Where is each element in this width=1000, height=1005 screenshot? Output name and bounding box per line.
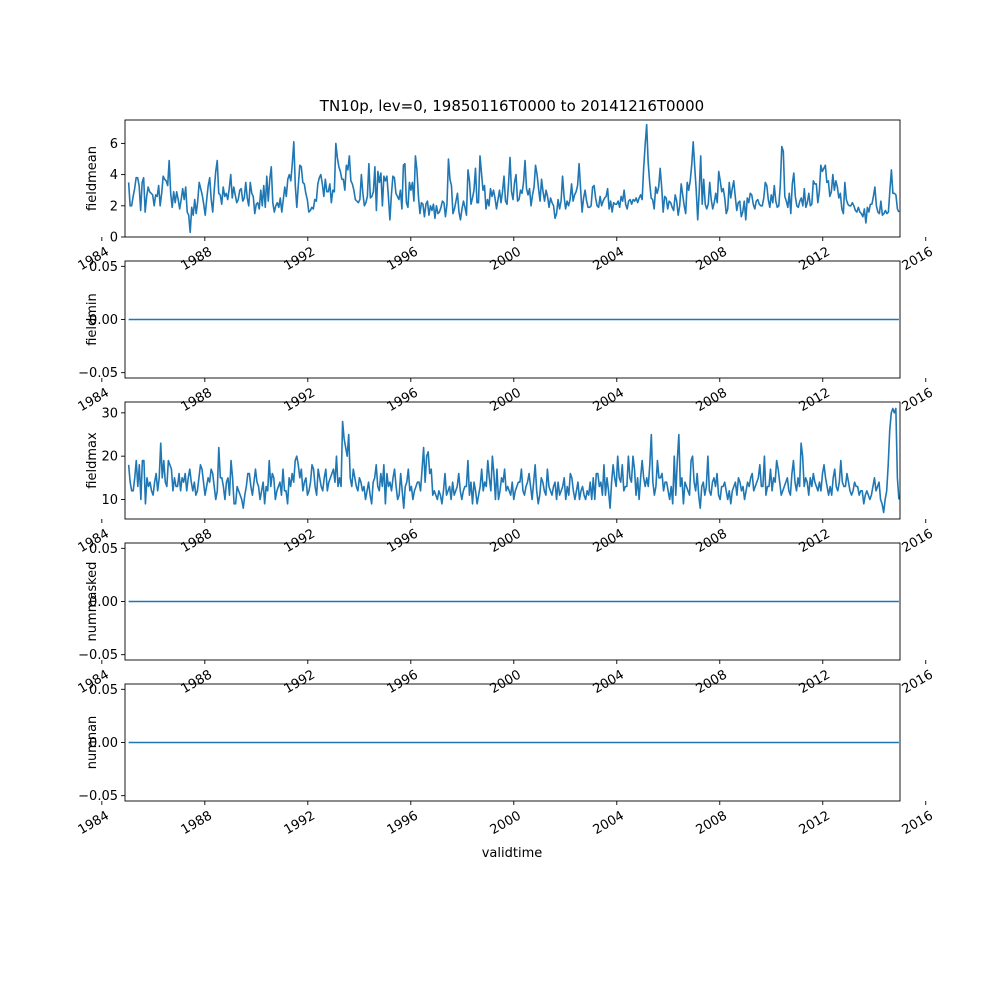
y-tick-label: 0 [110, 231, 118, 246]
plot-frame-fieldmean [124, 119, 901, 238]
series-line-fieldmean [127, 123, 900, 234]
y-tick-label: 6 [110, 137, 118, 152]
x-tick-label: 2008 [694, 244, 730, 274]
x-tick-label: 2008 [694, 667, 730, 697]
y-tick-label: −0.05 [78, 648, 118, 663]
x-tick-label: 1996 [385, 667, 421, 697]
y-axis-label: numnan [85, 716, 100, 770]
x-tick-label: 2008 [694, 526, 730, 556]
y-tick-label: 0.05 [89, 260, 118, 275]
x-tick-label: 1984 [76, 808, 112, 838]
y-axis-label: fieldmax [85, 432, 100, 489]
y-tick-label: −0.05 [78, 366, 118, 381]
x-tick-label: 1996 [385, 808, 421, 838]
x-tick-label: 1988 [179, 244, 215, 274]
x-tick-label: 1992 [282, 526, 318, 556]
x-tick-label: 2016 [900, 244, 936, 274]
x-axis-label: validtime [482, 846, 543, 861]
chart-title: TN10p, lev=0, 19850116T0000 to 20141216T… [319, 97, 704, 115]
x-tick-label: 2016 [900, 526, 936, 556]
x-tick-label: 1992 [282, 385, 318, 415]
x-tick-label: 2000 [488, 526, 524, 556]
x-tick-label: 1988 [179, 526, 215, 556]
x-tick-label: 2012 [797, 526, 833, 556]
y-tick-label: 20 [101, 450, 118, 465]
x-tick-label: 2000 [488, 385, 524, 415]
y-tick-label: 30 [101, 406, 118, 421]
x-tick-label: 1996 [385, 526, 421, 556]
x-tick-label: 2012 [797, 385, 833, 415]
x-tick-label: 2000 [488, 667, 524, 697]
panel-numnan: 0.05 0.00 −0.05 numnan 1984 1988 1992 1996 2000 2… [76, 683, 936, 838]
x-tick-label: 2004 [591, 808, 627, 838]
x-tick-label: 1988 [179, 667, 215, 697]
x-tick-label: 2008 [694, 808, 730, 838]
x-tick-label: 2004 [591, 526, 627, 556]
x-tick-label: 1996 [385, 244, 421, 274]
x-tick-label: 2000 [488, 244, 524, 274]
y-tick-label: 0.05 [89, 542, 118, 557]
x-tick-label: 2004 [591, 667, 627, 697]
x-tick-label: 1992 [282, 808, 318, 838]
x-tick-label: 2012 [797, 667, 833, 697]
y-axis-label: fieldmean [85, 146, 100, 211]
y-axis-label: fieldmin [85, 293, 100, 346]
x-tick-label: 1996 [385, 385, 421, 415]
x-tick-label: 2012 [797, 244, 833, 274]
x-tick-label: 2000 [488, 808, 524, 838]
y-tick-label: 4 [110, 168, 118, 183]
y-tick-label: 0.00 [89, 736, 118, 751]
y-tick-label: 10 [101, 493, 118, 508]
x-tick-label: 2004 [591, 244, 627, 274]
series-line-fieldmax [127, 407, 900, 514]
x-tick-label: 2016 [900, 385, 936, 415]
y-tick-label: −0.05 [78, 789, 118, 804]
x-tick-label: 2012 [797, 808, 833, 838]
y-axis-label: nummasked [85, 562, 100, 642]
x-tick-label: 1992 [282, 667, 318, 697]
y-tick-label: 0.05 [89, 683, 118, 698]
x-tick-label: 1988 [179, 385, 215, 415]
x-tick-label: 2016 [900, 808, 936, 838]
y-tick-label: 2 [110, 199, 118, 214]
x-tick-label: 1988 [179, 808, 215, 838]
x-tick-label: 2016 [900, 667, 936, 697]
x-tick-label: 2008 [694, 385, 730, 415]
x-tick-label: 1992 [282, 244, 318, 274]
y-tick-label: 0.00 [89, 313, 118, 328]
x-tick-label: 2004 [591, 385, 627, 415]
y-tick-label: 0.00 [89, 595, 118, 610]
plot-frame-fieldmax [124, 401, 901, 520]
